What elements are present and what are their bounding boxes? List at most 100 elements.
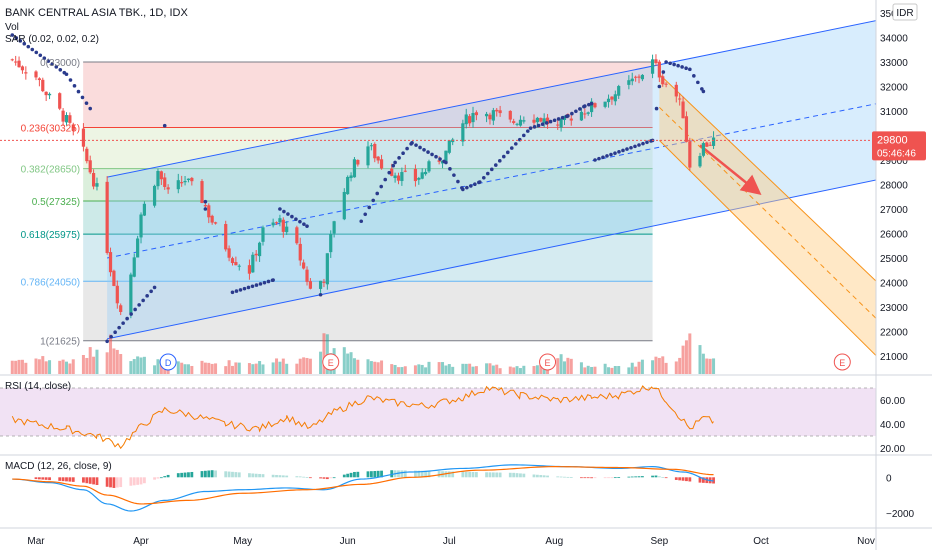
macd-pane[interactable]: [12, 464, 715, 512]
volume-bar: [308, 358, 312, 374]
volume-bar: [136, 356, 140, 374]
macd-histogram-bar: [420, 470, 424, 478]
sar-dot: [528, 126, 533, 130]
candle: [376, 156, 380, 161]
candle: [322, 281, 326, 283]
volume-bar: [441, 362, 445, 374]
macd-histogram-bar: [590, 477, 593, 479]
sar-dot: [88, 106, 93, 111]
volume-bar: [637, 361, 641, 374]
macd-histogram-bar: [485, 472, 488, 478]
volume-bar: [186, 364, 190, 374]
volume-bar: [485, 363, 489, 374]
volume-bar: [688, 333, 692, 374]
event-marker-label: E: [839, 358, 845, 368]
volume-bar: [203, 362, 207, 374]
candle: [257, 242, 262, 257]
candle: [515, 123, 519, 125]
macd-histogram-bar: [187, 472, 190, 478]
macd-histogram-bar: [325, 477, 329, 480]
macd-histogram-bar: [309, 477, 312, 479]
fib-level-label: 0.618(25975): [21, 230, 81, 241]
sar-dot: [578, 107, 582, 111]
volume-bar: [630, 362, 634, 374]
candle: [200, 181, 204, 204]
candle: [468, 116, 472, 124]
volume-bar: [210, 363, 214, 374]
volume-bar: [579, 362, 583, 374]
price-tick-label: 34000: [880, 34, 908, 45]
macd-histogram-bar: [200, 471, 204, 478]
price-tick-label: 31000: [880, 107, 908, 118]
sar-dot: [234, 289, 239, 293]
macd-histogram-bar: [654, 475, 658, 478]
macd-histogram-bar: [281, 475, 285, 478]
candle: [464, 114, 468, 125]
candle: [325, 253, 329, 285]
volume-bar: [251, 364, 255, 374]
volume-bar: [437, 362, 441, 374]
sar-dot: [587, 102, 591, 107]
volume-bar: [515, 366, 519, 374]
sar-dot: [601, 155, 605, 160]
time-tick-label: Oct: [753, 536, 769, 547]
sar-dot: [481, 176, 486, 180]
macd-histogram-bar: [82, 477, 85, 483]
sar-dot: [391, 163, 396, 168]
volume-bar: [651, 360, 655, 374]
macd-histogram-bar: [183, 472, 187, 478]
rsi-pane[interactable]: [0, 385, 876, 450]
candle: [95, 183, 99, 187]
volume-bar: [610, 367, 614, 374]
candle: [369, 145, 373, 147]
volume-bar: [698, 345, 702, 374]
volume-bar: [369, 361, 373, 374]
time-tick-label: Sep: [650, 536, 668, 547]
macd-histogram-bar: [403, 470, 407, 478]
candle: [684, 116, 689, 142]
volume-bar: [661, 356, 665, 374]
candle: [393, 175, 397, 179]
sar-dot: [363, 212, 368, 217]
volume-bar: [207, 362, 211, 374]
volume-bar: [156, 359, 160, 374]
currency-badge[interactable]: IDR: [892, 3, 918, 21]
volume-bar: [142, 356, 146, 374]
macd-histogram-bar: [58, 477, 62, 481]
sar-dot: [422, 147, 426, 152]
candle: [539, 117, 543, 122]
volume-bar: [20, 359, 24, 374]
sar-dot: [570, 111, 574, 116]
volume-bar: [451, 366, 455, 374]
volume-bar: [444, 365, 448, 374]
candle: [183, 180, 187, 183]
sar-dot: [668, 61, 672, 66]
fib-level-label: 0.5(27325): [32, 197, 80, 208]
macd-histogram-bar: [613, 477, 617, 479]
macd-histogram-bar: [512, 472, 516, 478]
volume-bar: [247, 363, 251, 374]
macd-histogram-bar: [180, 472, 184, 478]
macd-histogram-bar: [342, 474, 346, 478]
macd-histogram-bar: [132, 477, 136, 486]
sar-dot: [137, 303, 141, 307]
sar-dot: [258, 282, 263, 286]
macd-histogram-bar: [207, 470, 211, 478]
sar-dot: [383, 177, 388, 182]
candle: [210, 215, 214, 223]
volume-bar: [61, 359, 65, 374]
macd-histogram-bar: [153, 477, 156, 480]
candle: [593, 103, 597, 108]
macd-histogram-bar: [92, 477, 95, 485]
volume-bar: [115, 349, 119, 374]
volume-bar: [684, 340, 688, 374]
macd-histogram-bar: [302, 476, 306, 478]
macd-histogram-bar: [556, 476, 560, 478]
macd-histogram-bar: [495, 472, 499, 478]
time-tick-label: Jun: [340, 536, 356, 547]
volume-bar: [664, 362, 668, 374]
volume-bar: [322, 333, 326, 374]
